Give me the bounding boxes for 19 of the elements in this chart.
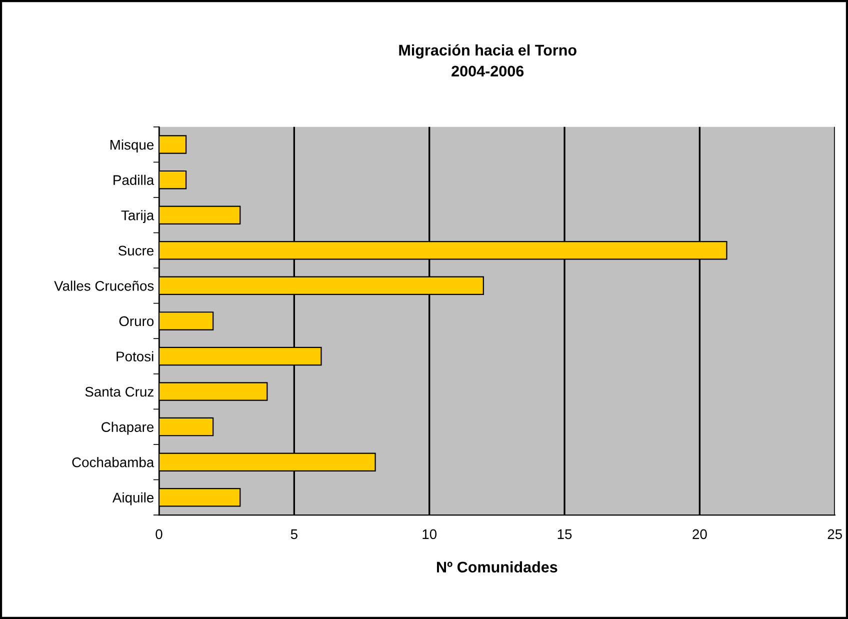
x-tick-label: 15: [558, 529, 572, 540]
x-tick-label: 10: [422, 529, 437, 540]
y-tick-label: Padilla: [114, 174, 154, 185]
x-tick-label: 25: [828, 529, 842, 540]
x-axis-title: Nº Comunidades: [437, 561, 558, 573]
y-tick-label: Valles Cruceños: [54, 280, 154, 291]
y-tick-label: Sucre: [118, 246, 154, 256]
y-tick-label: Aiquile: [112, 492, 154, 506]
x-tick-label: 20: [692, 529, 707, 540]
y-tick-label: Tarija: [121, 210, 154, 224]
y-tick-label: Misque: [110, 140, 154, 152]
chart-title: Migración hacia el Torno 2004-2006: [399, 44, 576, 77]
y-tick-label: Potosi: [116, 351, 154, 362]
y-tick-label: Santa Cruz: [85, 386, 154, 397]
y-tick-label: Chapare: [102, 422, 154, 435]
y-tick-label: Cochabamba: [72, 457, 154, 468]
y-tick-label: Oruro: [119, 316, 154, 326]
x-tick-label: 0: [156, 529, 162, 540]
x-tick-label: 5: [290, 529, 298, 540]
